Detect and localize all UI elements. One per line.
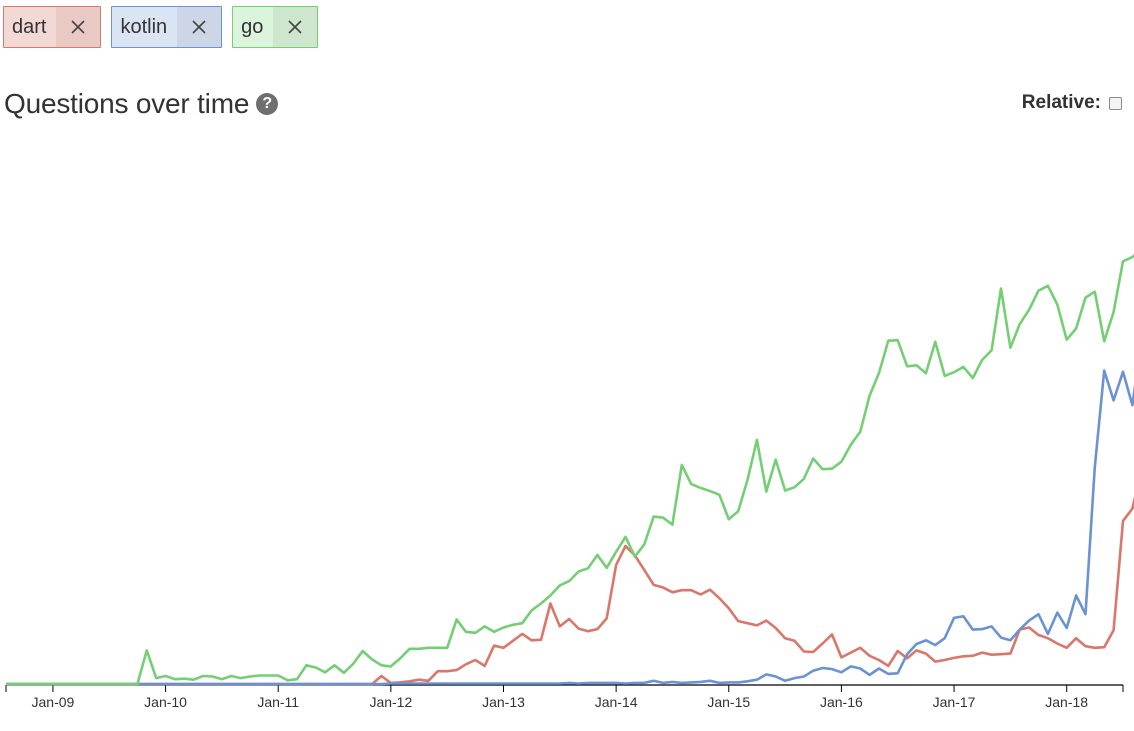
series-line-go xyxy=(6,253,1134,686)
relative-label: Relative: xyxy=(1021,92,1101,113)
remove-tag-go-button[interactable] xyxy=(273,7,318,47)
x-tick-label: Jan-12 xyxy=(369,694,412,710)
relative-checkbox[interactable] xyxy=(1109,96,1122,110)
x-axis: Jan-09 Jan-10 Jan-11 Jan-12 Jan-13 Jan-14 Jan-… xyxy=(5,685,1124,710)
chart-title: Questions over time xyxy=(4,88,250,119)
chart-header: Questions over time ? xyxy=(4,88,279,120)
close-icon xyxy=(288,20,302,34)
tag-kotlin: kotlin xyxy=(111,6,223,48)
close-icon xyxy=(71,20,86,34)
x-tick-label: Jan-17 xyxy=(933,694,976,710)
x-tick-label: Jan-09 xyxy=(32,694,75,710)
x-tick-label: Jan-18 xyxy=(1045,694,1088,710)
x-tick-label: Jan-15 xyxy=(707,694,750,710)
x-tick-label: Jan-10 xyxy=(144,694,187,710)
relative-toggle: Relative: xyxy=(1022,92,1122,114)
tag-list: dart kotlin go xyxy=(3,6,319,48)
x-tick-label: Jan-14 xyxy=(595,694,638,710)
tag-label: dart xyxy=(12,16,47,38)
tag-label: go xyxy=(241,16,264,38)
remove-tag-dart-button[interactable] xyxy=(56,7,101,47)
series-line-dart xyxy=(6,496,1134,686)
tag-label: kotlin xyxy=(120,16,168,38)
remove-tag-kotlin-button[interactable] xyxy=(177,7,222,47)
x-tick-label: Jan-11 xyxy=(257,694,299,710)
x-tick-label: Jan-16 xyxy=(820,694,863,710)
x-tick-label: Jan-13 xyxy=(482,694,525,710)
close-icon xyxy=(192,20,206,34)
tag-go: go xyxy=(232,6,319,48)
question-circle-icon[interactable]: ? xyxy=(256,93,279,115)
tag-dart: dart xyxy=(3,6,102,48)
series-line-kotlin xyxy=(6,369,1134,686)
